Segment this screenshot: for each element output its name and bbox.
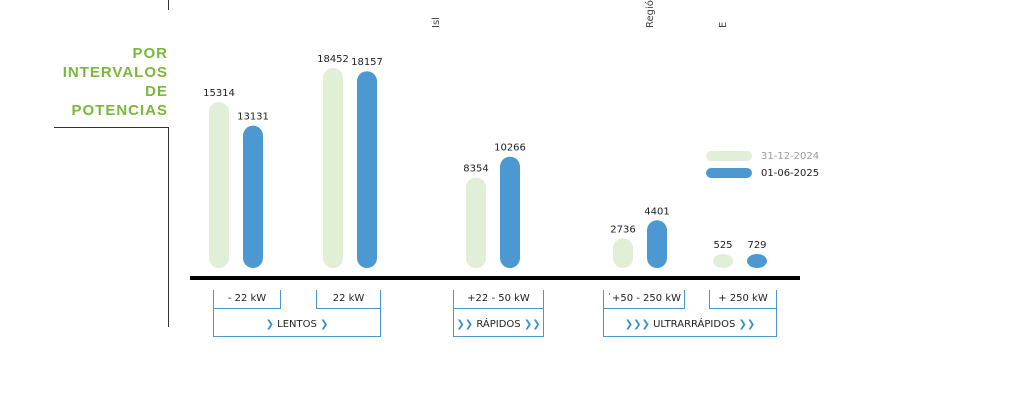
data-label: 4401 — [644, 206, 669, 217]
chart-legend: 31-12-2024 01-06-2025 — [706, 148, 819, 182]
group-label-text: LENTOS — [277, 319, 317, 330]
bar — [466, 177, 486, 268]
legend-item: 31-12-2024 — [706, 148, 819, 164]
category-label: 22 kW — [316, 290, 381, 309]
data-label: 729 — [747, 240, 766, 251]
legend-item: 01-06-2025 — [706, 165, 819, 181]
baseline — [190, 276, 800, 280]
section-title-line: DE — [145, 83, 168, 100]
section-title: POR INTERVALOS DE POTENCIAS — [63, 44, 168, 120]
data-label: 8354 — [463, 163, 488, 174]
group-label-text: ULTRARRÁPIDOS — [653, 319, 736, 330]
double-chevron-right-icon: ❯❯ — [456, 319, 474, 330]
category-label: - 22 kW — [213, 290, 281, 309]
bar — [323, 68, 343, 268]
bar — [209, 102, 229, 268]
bar — [613, 238, 633, 268]
data-label: 2736 — [610, 224, 635, 235]
legend-swatch — [706, 168, 752, 178]
legend-label: 31-12-2024 — [761, 150, 820, 162]
group-label-ultrarrapidos: ❯❯❯ ULTRARRÁPIDOS ❯❯ — [603, 319, 777, 330]
group-label-rapidos: ❯❯ RÁPIDOS ❯❯ — [453, 319, 544, 330]
legend-swatch — [706, 151, 752, 161]
data-label: 18157 — [351, 57, 383, 68]
category-label: + 250 kW — [709, 290, 777, 309]
legend-label: 01-06-2025 — [761, 167, 820, 179]
double-chevron-right-icon: ❯❯ — [738, 319, 756, 330]
data-label: 525 — [713, 240, 732, 251]
frame-horizontal-line — [54, 127, 169, 128]
bar — [500, 156, 520, 268]
bar — [713, 254, 733, 268]
bar — [747, 254, 767, 268]
frame-vertical-line-lower — [168, 127, 169, 327]
data-label: 13131 — [237, 112, 269, 123]
data-label: 15314 — [203, 88, 235, 99]
group-label-lentos: ❯ LENTOS ❯ — [213, 319, 381, 330]
group-box-ultrarrapidos — [603, 290, 777, 337]
bar — [357, 71, 377, 269]
group-box-lentos — [213, 290, 381, 337]
frame-vertical-line — [168, 0, 169, 10]
double-chevron-right-icon: ❯❯ — [523, 319, 541, 330]
section-title-line: POR — [132, 45, 168, 62]
category-label: +22 - 50 kW — [453, 290, 544, 309]
section-title-line: POTENCIAS — [71, 102, 168, 119]
section-title-line: INTERVALOS — [62, 64, 168, 81]
triple-chevron-right-icon: ❯❯❯ — [624, 319, 650, 330]
chevron-right-icon: ❯ — [265, 319, 274, 330]
data-label: 10266 — [494, 143, 526, 154]
group-label-text: RÁPIDOS — [476, 319, 521, 330]
chevron-right-icon: ❯ — [320, 319, 329, 330]
category-label: ˙+50 - 250 kW — [603, 290, 685, 309]
data-label: 18452 — [317, 54, 349, 65]
bar — [243, 125, 263, 268]
group-box-rapidos — [453, 290, 544, 337]
bar — [647, 220, 667, 268]
